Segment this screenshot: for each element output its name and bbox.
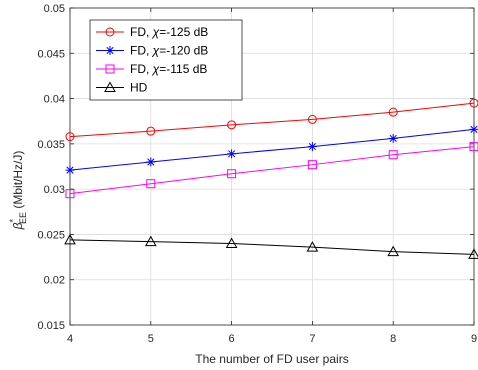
data-point — [387, 245, 400, 257]
legend-item: FD, χ=-125 dB — [96, 25, 208, 39]
series-1 — [65, 98, 478, 142]
data-point — [227, 120, 237, 130]
data-point — [225, 237, 238, 248]
data-point — [105, 46, 115, 55]
legend-label: FD, χ=-120 dB — [130, 44, 208, 58]
x-tick-label: 6 — [229, 333, 235, 345]
data-point — [146, 126, 156, 136]
data-point — [388, 133, 398, 143]
data-point — [144, 235, 157, 247]
data-point — [307, 114, 317, 124]
data-point — [388, 107, 398, 117]
data-point — [227, 169, 237, 179]
y-axis-label-unit: (Mbit/Hz/J) — [11, 151, 25, 212]
y-tick-label: 0.05 — [44, 3, 65, 15]
asterisk-stroke — [106, 46, 114, 55]
series-4 — [64, 233, 478, 259]
data-point — [146, 157, 156, 167]
data-point — [65, 132, 75, 142]
y-tick-label: 0.03 — [44, 184, 65, 196]
legend: FD, χ=-125 dB FD, χ=-120 dB FD, χ=-115 dB H… — [89, 19, 243, 101]
data-point — [469, 98, 478, 108]
data-point — [306, 241, 319, 252]
legend-item: HD — [96, 81, 148, 95]
legend-item: FD, χ=-120 dB — [96, 44, 208, 58]
legend-item: FD, χ=-115 dB — [96, 62, 207, 76]
legend-label: HD — [130, 81, 148, 95]
y-axis-label-symbol: β — [11, 222, 25, 230]
asterisk-stroke — [147, 158, 155, 166]
data-point — [307, 142, 317, 152]
y-tick-label: 0.015 — [37, 320, 65, 332]
y-tick-label: 0.035 — [37, 139, 65, 151]
series-3 — [65, 142, 478, 199]
x-tick-label: 5 — [148, 333, 154, 345]
y-tick-label: 0.045 — [37, 48, 65, 60]
data-point — [105, 27, 115, 37]
x-axis-label: The number of FD user pairs — [195, 352, 348, 366]
x-tick-label: 9 — [471, 333, 477, 345]
y-tick-label: 0.02 — [44, 275, 65, 287]
asterisk-stroke — [66, 166, 74, 174]
x-tick-label: 4 — [67, 333, 73, 345]
data-point — [146, 179, 156, 189]
y-tick-label: 0.04 — [44, 94, 65, 106]
asterisk-stroke — [308, 142, 316, 151]
series-line — [69, 239, 475, 255]
data-point — [227, 149, 237, 159]
series-line — [69, 146, 475, 195]
data-point — [469, 142, 478, 152]
series-2 — [65, 124, 478, 175]
y-axis-label-sub: EE — [18, 212, 28, 224]
series-line — [69, 102, 475, 138]
data-point — [64, 233, 76, 245]
legend-label: FD, χ=-125 dB — [130, 25, 208, 39]
asterisk-stroke — [228, 150, 236, 158]
data-point — [65, 189, 75, 199]
series-line — [69, 128, 475, 171]
y-axis-label-sup: * — [8, 219, 18, 223]
data-point — [469, 124, 478, 134]
data-point — [65, 165, 75, 175]
data-point — [104, 81, 116, 92]
x-tick-label: 7 — [309, 333, 315, 345]
data-point — [388, 150, 398, 160]
asterisk-stroke — [470, 125, 478, 133]
series-layer — [64, 98, 478, 259]
legend-box — [89, 19, 243, 101]
y-axis-label: β*EE (Mbit/Hz/J) — [8, 151, 28, 231]
data-point — [307, 160, 317, 170]
x-tick-label: 8 — [390, 333, 396, 345]
data-point — [105, 64, 115, 74]
legend-label: FD, χ=-115 dB — [130, 62, 207, 76]
asterisk-stroke — [389, 134, 397, 143]
y-tick-label: 0.025 — [37, 229, 65, 241]
data-point — [468, 248, 478, 259]
